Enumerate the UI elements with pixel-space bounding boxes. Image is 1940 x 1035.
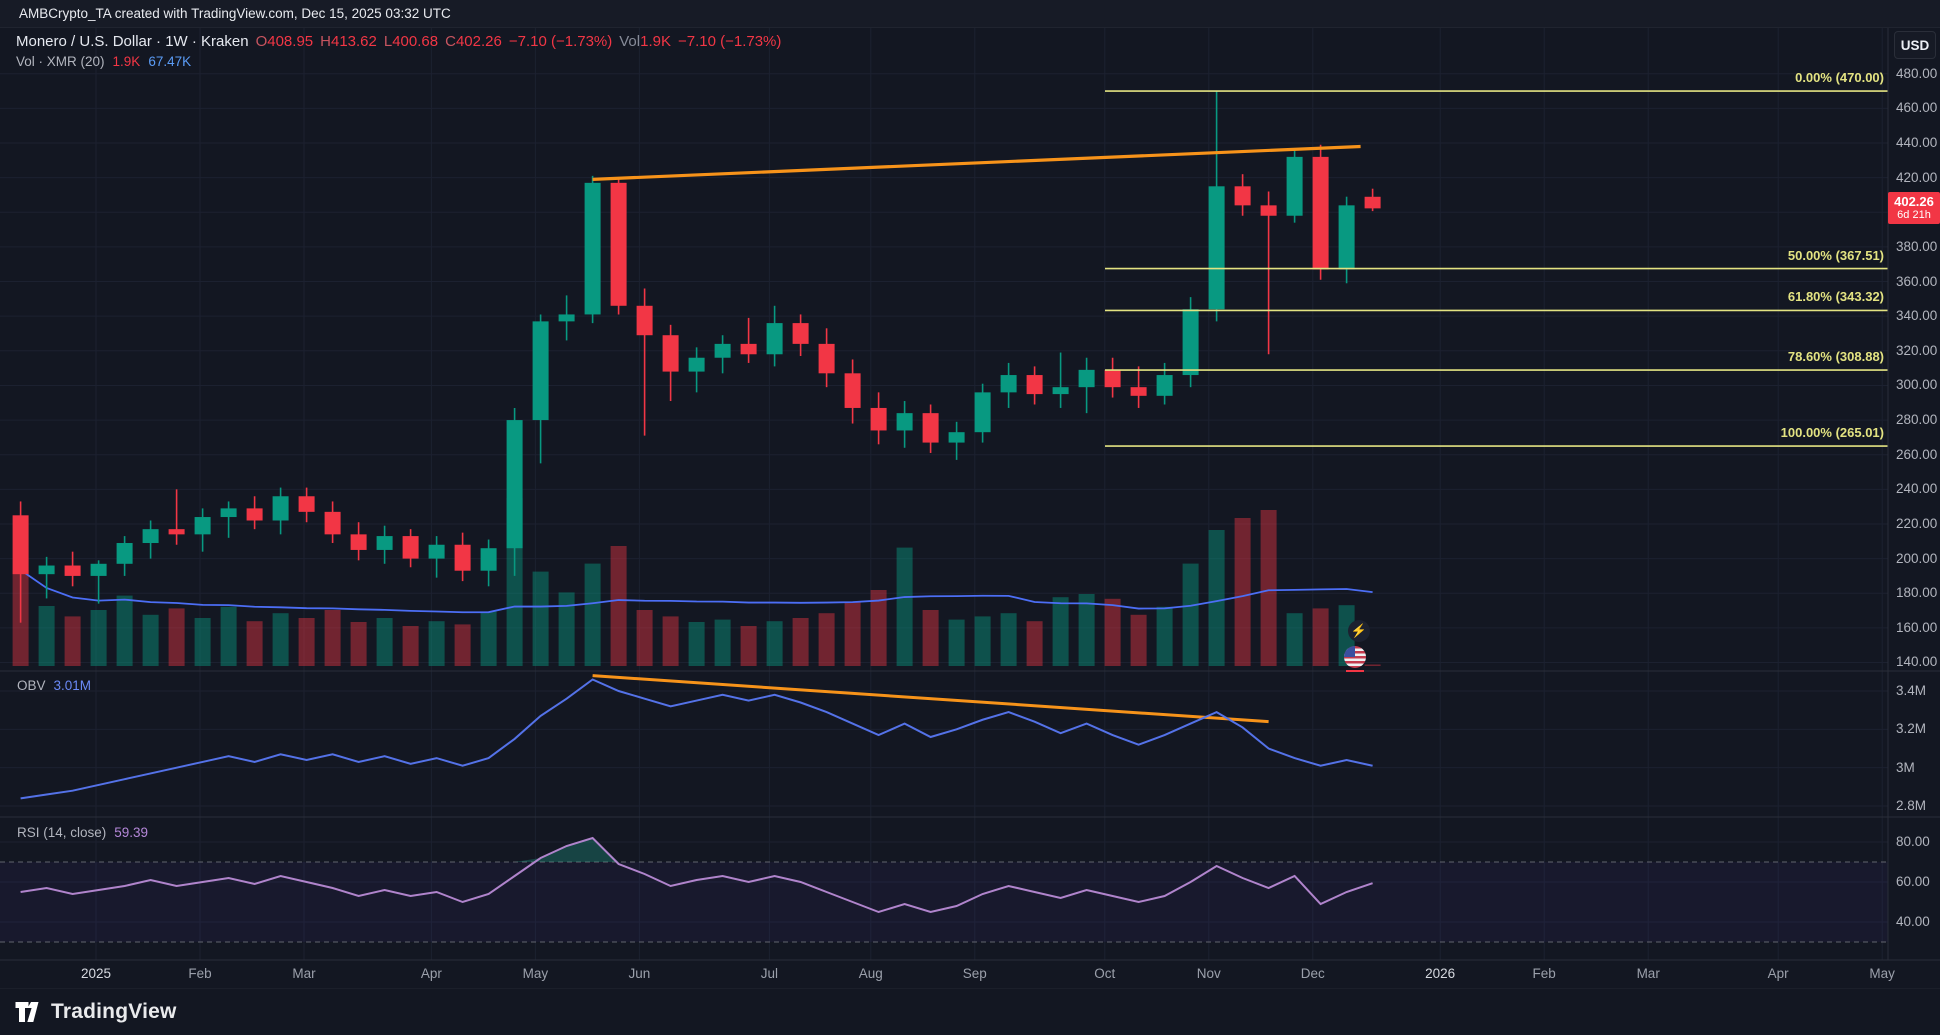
price-axis[interactable]: USD 402.26 6d 21h 480.00 460.00 440.00 420.… [1888,27,1940,960]
obv-label: OBV [17,678,46,693]
close-value: 402.26 [455,33,502,50]
time-tick: Jul [760,966,779,981]
fib-level-label: 78.60% (308.88) [1787,349,1884,365]
fib-level-label: 61.80% (343.32) [1787,289,1884,305]
time-tick: Mar [1636,966,1660,981]
price-tick: 420.00 [1896,169,1938,185]
price-tick: 360.00 [1896,273,1938,289]
price-tick: 260.00 [1896,446,1938,462]
open-label: O [255,33,268,50]
time-tick: Apr [420,966,442,981]
time-tick: May [1869,966,1895,981]
price-tick: 240.00 [1896,481,1938,497]
high-value: 413.62 [330,33,377,50]
time-tick: Apr [1767,966,1789,981]
fib-level-label: 0.00% (470.00) [1795,70,1884,86]
last-price: 402.26 [1894,194,1934,210]
time-tick: Feb [1532,966,1556,981]
time-tick: Oct [1094,966,1116,981]
price-tick: 200.00 [1896,550,1938,566]
obv-tick: 2.8M [1896,798,1927,814]
vol-value: 1.9K [640,33,671,50]
time-axis[interactable]: 2025 Feb Mar Apr May Jun Jul Aug Sep Oct Nov Dec 202… [0,960,1940,988]
tradingview-wordmark[interactable]: TradingView [51,1000,177,1023]
time-tick: May [522,966,549,981]
time-tick: 2025 [80,966,112,981]
attribution-text: AMBCrypto_TA created with TradingView.co… [19,6,451,21]
rsi-legend: RSI (14, close) 59.39 [17,825,148,840]
vol-label: Vol [619,33,641,50]
last-price-badge: 402.26 6d 21h [1888,192,1940,225]
price-tick: 480.00 [1896,65,1938,81]
flag-canton [1344,646,1355,657]
price-tick: 160.00 [1896,619,1938,635]
price-tick: 300.00 [1896,377,1938,393]
tradingview-logo-icon[interactable] [14,1002,41,1022]
price-tick: 220.00 [1896,515,1938,531]
obv-legend: OBV 3.01M [17,678,91,693]
time-tick: Jun [628,966,651,981]
price-tick: 340.00 [1896,308,1938,324]
volume-indicator-name: Vol · XMR (20) [16,54,105,69]
rsi-label: RSI (14, close) [17,825,107,840]
symbol-title: Monero / U.S. Dollar · 1W · Kraken [16,33,249,50]
open-value: 408.95 [267,33,314,50]
price-tick: 440.00 [1896,135,1938,150]
rsi-tick: 40.00 [1896,914,1930,929]
obv-tick: 3.4M [1896,683,1927,698]
high-label: H [320,33,331,50]
fib-level-label: 100.00% (265.01) [1780,425,1884,441]
volume-indicator-value: 1.9K [112,54,141,69]
vol-change-value: −7.10 (−1.73%) [677,33,782,50]
time-tick: Mar [292,966,316,981]
change-value: −7.10 (−1.73%) [508,33,613,50]
time-tick: Aug [858,966,883,981]
price-tick: 460.00 [1896,100,1938,116]
obv-tick: 3M [1896,759,1915,775]
footer-bar: TradingView [0,988,1940,1035]
close-label: C [445,33,456,50]
time-tick: Feb [188,966,212,981]
rsi-tick: 60.00 [1896,874,1930,889]
time-tick: Sep [962,966,987,981]
fib-level-label: 50.00% (367.51) [1787,247,1884,263]
time-tick: 2026 [1425,966,1456,981]
attribution-bar: AMBCrypto_TA created with TradingView.co… [0,0,1940,28]
currency-button[interactable]: USD [1894,31,1936,59]
obv-tick: 3.2M [1896,721,1927,737]
time-tick: Dec [1300,966,1325,981]
low-label: L [383,33,393,50]
volume-ma-value: 67.47K [148,54,192,69]
price-tick: 140.00 [1896,654,1938,670]
flag-underline [1346,670,1364,672]
price-tick: 380.00 [1896,238,1938,254]
low-value: 400.68 [392,33,439,50]
price-tick: 280.00 [1896,412,1938,428]
flag-icon[interactable] [1344,646,1366,668]
obv-value: 3.01M [53,678,92,693]
volume-indicator-legend: Vol · XMR (20) 1.9K 67.47K [16,54,191,69]
price-tick: 180.00 [1896,585,1938,601]
rsi-tick: 80.00 [1896,834,1930,849]
symbol-legend: Monero / U.S. Dollar · 1W · Kraken O408.… [16,33,781,50]
price-tick: 320.00 [1896,342,1938,358]
lightning-icon[interactable]: ⚡ [1348,620,1370,642]
time-tick: Nov [1196,966,1221,981]
bar-countdown: 6d 21h [1897,209,1931,222]
rsi-value: 59.39 [114,825,149,840]
